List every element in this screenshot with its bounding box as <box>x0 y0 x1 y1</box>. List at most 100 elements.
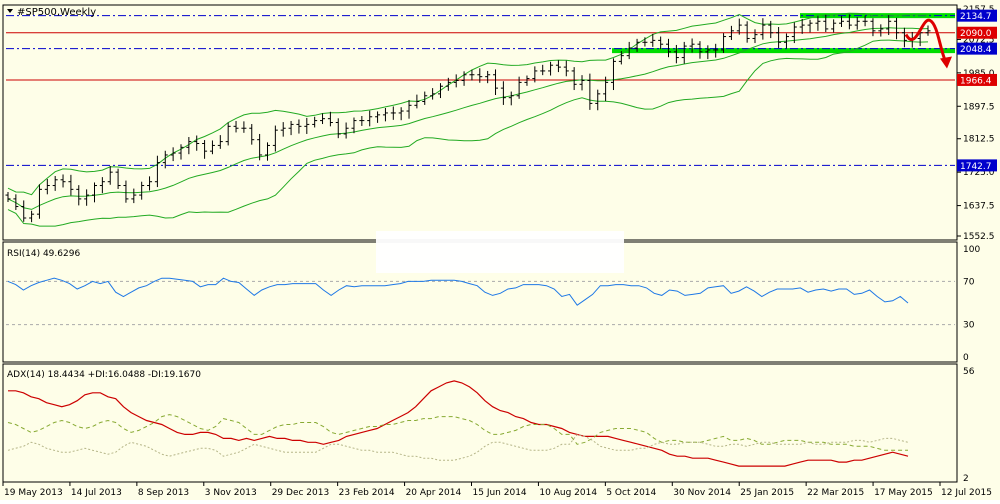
level-price-box <box>957 9 997 22</box>
ohlc-bar <box>634 38 640 52</box>
ohlc-bar <box>673 44 679 64</box>
rsi-panel <box>6 277 955 326</box>
price-tick-label: 1552.5 <box>963 232 995 242</box>
ohlc-bar <box>846 14 852 30</box>
ohlc-bar <box>162 150 168 169</box>
price-panel-frame <box>2 4 958 241</box>
ohlc-bar <box>343 122 349 139</box>
ohlc-bar <box>264 142 270 161</box>
ohlc-bar <box>776 27 782 49</box>
ohlc-bar <box>823 14 829 32</box>
ohlc-bar <box>650 33 656 47</box>
ohlc-bar <box>548 61 554 76</box>
ohlc-bar <box>272 125 278 152</box>
ohlc-bar <box>768 20 774 39</box>
ohlc-bar <box>36 184 42 219</box>
ohlc-bar <box>493 69 499 95</box>
ohlc-bar <box>807 19 813 33</box>
x-tick-label: 22 Mar 2015 <box>807 488 864 498</box>
ohlc-bar <box>508 91 514 106</box>
ohlc-bar <box>532 66 538 83</box>
ohlc-bar <box>736 18 742 35</box>
adx-tick-label: 2 <box>963 474 969 484</box>
price-tick-label: 2072.5 <box>963 35 995 45</box>
ohlc-bar <box>642 37 648 47</box>
adx-tick-label: 56 <box>963 367 975 377</box>
x-tick-label: 10 Aug 2014 <box>539 488 597 498</box>
ohlc-bar <box>367 110 373 127</box>
ohlc-bar <box>689 38 695 53</box>
ohlc-bar <box>257 133 263 161</box>
ohlc-bar <box>335 118 341 139</box>
price-tick-label: 1812.5 <box>963 135 995 145</box>
ohlc-bar <box>894 17 900 40</box>
adx-panel <box>7 380 909 467</box>
rsi-tick-label: 30 <box>963 321 975 331</box>
ohlc-bar <box>579 75 585 91</box>
ohlc-bar <box>477 68 483 83</box>
ohlc-bar <box>390 106 396 120</box>
ohlc-bar <box>52 175 58 191</box>
ohlc-bar <box>681 41 687 64</box>
rsi-tick-label: 70 <box>963 277 975 287</box>
ohlc-bar <box>854 17 860 30</box>
plus-di-line <box>7 414 908 451</box>
ohlc-bar <box>280 122 286 137</box>
ohlc-bar <box>831 19 837 33</box>
ohlc-bar <box>799 18 805 34</box>
ohlc-bar <box>115 168 121 189</box>
ohlc-bar <box>29 210 35 223</box>
minus-di-line <box>7 433 909 461</box>
ohlc-bar <box>60 174 66 188</box>
ohlc-bar <box>587 73 593 110</box>
ohlc-bar <box>744 21 750 43</box>
ohlc-bar <box>296 119 302 134</box>
dropdown-arrow-icon[interactable] <box>7 9 13 13</box>
ohlc-bar <box>540 64 546 76</box>
ohlc-bar <box>422 91 428 105</box>
ohlc-bar <box>21 200 27 222</box>
overlay-box <box>376 231 624 273</box>
ohlc-bar <box>752 29 758 44</box>
ohlc-bar <box>783 33 789 49</box>
ohlc-bar <box>610 58 616 91</box>
price-tick-label: 1637.5 <box>963 202 995 212</box>
rsi-tick-label: 100 <box>963 245 980 255</box>
ohlc-bar <box>209 140 215 155</box>
ohlc-bar <box>878 24 884 37</box>
x-tick-label: 15 Jun 2014 <box>473 488 527 498</box>
ohlc-bar <box>430 88 436 100</box>
ohlc-bar <box>563 60 569 77</box>
symbol-header: #SP500,Weekly <box>7 7 96 18</box>
adx-line <box>8 380 909 467</box>
ohlc-bar <box>375 111 381 123</box>
ohlc-bar <box>760 18 766 40</box>
level-price-label: 1742.7 <box>960 162 992 172</box>
ohlc-bar <box>901 27 907 48</box>
ohlc-bar <box>595 89 601 111</box>
x-tick-label: 17 May 2015 <box>874 488 933 498</box>
ohlc-bar <box>571 67 577 91</box>
ohlc-bar <box>202 140 208 159</box>
ohlc-bar <box>626 41 632 60</box>
level-price-label: 2048.4 <box>960 45 992 55</box>
ohlc-bar <box>304 117 310 134</box>
ohlc-bar <box>461 71 467 86</box>
ohlc-bar <box>721 33 727 53</box>
ohlc-bar <box>925 25 931 36</box>
ohlc-bar <box>697 41 703 59</box>
ohlc-bar <box>320 113 326 125</box>
x-tick-label: 14 Jul 2013 <box>71 488 122 498</box>
ohlc-bar <box>178 144 184 160</box>
level-price-box <box>957 26 997 39</box>
ohlc-bar <box>312 116 318 128</box>
ohlc-bar <box>68 174 74 196</box>
ohlc-bar <box>485 70 491 84</box>
ohlc-bar <box>249 124 255 145</box>
x-tick-label: 30 Nov 2014 <box>673 488 731 498</box>
ohlc-bar <box>351 117 357 134</box>
x-tick-label: 29 Dec 2013 <box>272 488 330 498</box>
forecast-arrow-icon <box>904 18 948 64</box>
rsi-tick-label: 0 <box>963 353 969 363</box>
ohlc-bar <box>241 121 247 133</box>
